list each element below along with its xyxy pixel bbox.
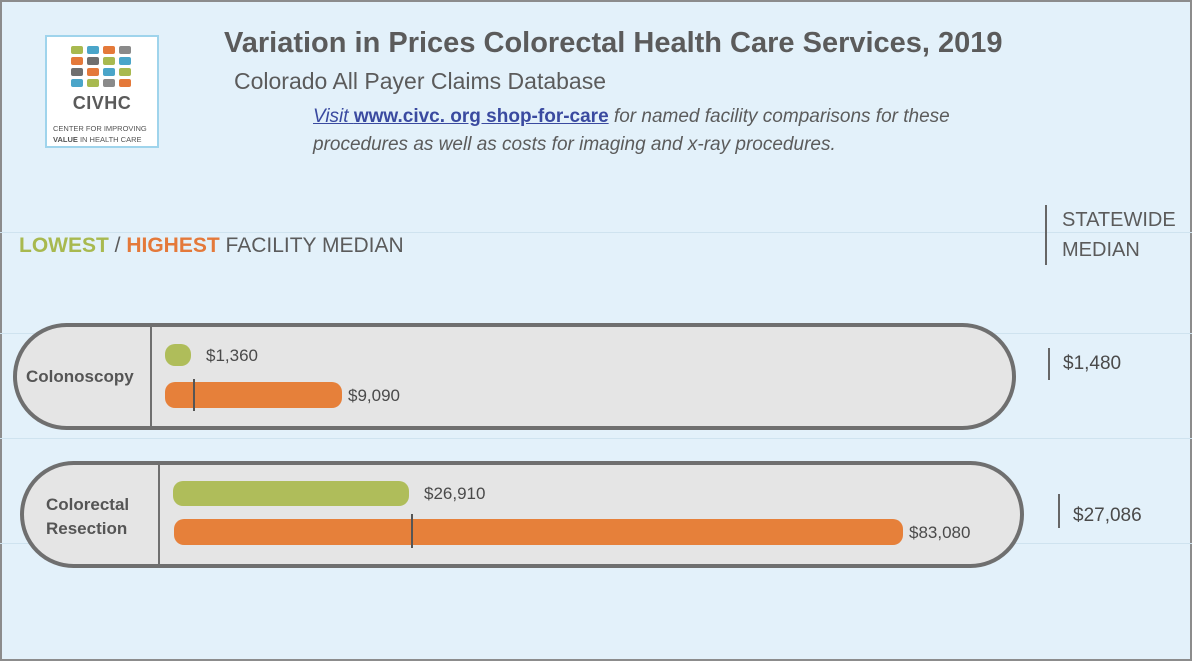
logo-mosaic-icon — [71, 46, 135, 87]
colorectal-resection-row — [20, 461, 1024, 568]
grid-line — [0, 232, 1192, 233]
logo-tagline: CENTER FOR IMPROVING VALUE IN HEALTH CAR… — [53, 123, 147, 145]
median-marker-colorectal-resection — [411, 514, 413, 548]
chart-subtitle: Colorado All Payer Claims Database — [234, 68, 607, 94]
grid-line — [0, 438, 1192, 439]
colonoscopy-row — [13, 323, 1016, 430]
bar-colonoscopy-lowest — [165, 344, 191, 366]
bar-colorectal-resection-lowest — [173, 481, 409, 506]
median-marker-colonoscopy — [193, 379, 195, 411]
bar-colorectal-resection-highest — [174, 519, 903, 545]
legend-lowest: LOWEST — [19, 234, 109, 257]
row-label-colorectal-resection: Colorectal Resection — [46, 495, 130, 538]
civhc-logo: CIVHC CENTER FOR IMPROVING VALUE IN HEAL… — [45, 35, 159, 148]
statewide-median-colorectal-resection: $27,086 — [1073, 505, 1142, 526]
logo-name: CIVHC — [72, 93, 132, 113]
legend-rest: FACILITY MEDIAN — [219, 234, 404, 257]
statewide-median-colonoscopy: $1,480 — [1063, 353, 1122, 374]
logo-tagline-line2: VALUE IN HEALTH CARE — [53, 135, 142, 144]
statewide-header: STATEWIDE MEDIAN — [1062, 205, 1176, 265]
statewide-header-line2: MEDIAN — [1062, 239, 1140, 261]
label-colonoscopy-lowest: $1,360 — [206, 346, 258, 365]
legend: LOWEST / HIGHEST FACILITY MEDIAN — [19, 234, 404, 258]
chart-title: Variation in Prices Colorectal Health Ca… — [224, 27, 1003, 59]
statewide-rule-colorectal-resection — [1058, 494, 1060, 528]
row-divider — [158, 465, 160, 564]
label-colorectal-resection-highest: $83,080 — [909, 523, 971, 542]
statewide-header-line1: STATEWIDE — [1062, 209, 1176, 231]
visit-note: Visit www.civc. org shop-for-care for na… — [313, 103, 1013, 159]
statewide-rule-colonoscopy — [1048, 348, 1050, 380]
statewide-header-rule — [1045, 205, 1047, 265]
legend-highest: HIGHEST — [126, 234, 220, 257]
bar-colonoscopy-highest — [165, 382, 342, 408]
label-colonoscopy-highest: $9,090 — [348, 386, 400, 405]
row-label-colonoscopy: Colonoscopy — [26, 367, 134, 386]
row-divider — [150, 327, 152, 426]
logo-tagline-line1: CENTER FOR IMPROVING — [53, 124, 147, 133]
visit-link[interactable]: Visit www.civc. org shop-for-care — [313, 106, 609, 127]
visit-text: for named facility comparisons for these… — [313, 106, 950, 155]
label-colorectal-resection-lowest: $26,910 — [424, 484, 486, 503]
legend-separator: / — [108, 234, 127, 257]
